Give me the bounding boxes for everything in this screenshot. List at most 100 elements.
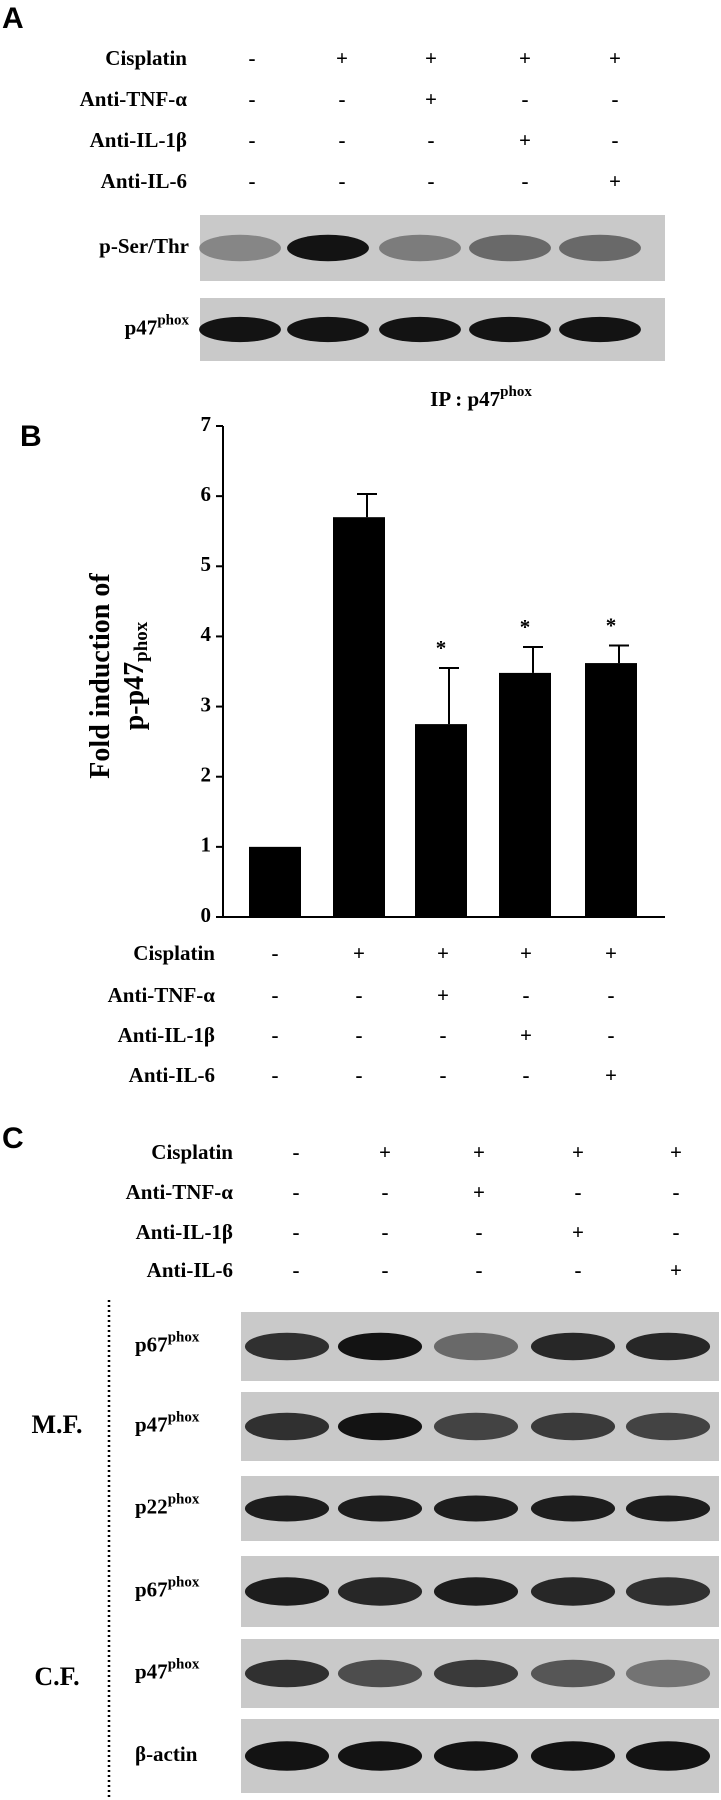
y-tick-label: 4 bbox=[201, 622, 212, 646]
condition-sign: - bbox=[293, 1180, 300, 1204]
condition-label: Anti-TNF-α bbox=[80, 87, 188, 111]
condition-sign: + bbox=[353, 941, 365, 965]
condition-label: Cisplatin bbox=[133, 941, 215, 965]
blot-band bbox=[244, 1412, 330, 1441]
condition-sign: - bbox=[249, 87, 256, 111]
condition-sign: - bbox=[293, 1220, 300, 1244]
condition-sign: - bbox=[272, 1063, 279, 1087]
condition-sign: + bbox=[520, 941, 532, 965]
blot-label: p47phox bbox=[135, 1410, 200, 1436]
panel-label: C bbox=[2, 1122, 24, 1155]
blot-band bbox=[433, 1495, 519, 1522]
blot-label: p67phox bbox=[135, 1575, 200, 1601]
condition-sign: - bbox=[428, 169, 435, 193]
blot-label-main: p67 bbox=[135, 1577, 168, 1601]
blot-label: p-Ser/Thr bbox=[99, 234, 189, 258]
condition-sign: - bbox=[440, 1063, 447, 1087]
blot-label-sup: phox bbox=[168, 1492, 200, 1508]
blot-band bbox=[625, 1659, 711, 1688]
condition-sign: - bbox=[339, 87, 346, 111]
condition-sign: + bbox=[437, 983, 449, 1007]
condition-sign: + bbox=[379, 1140, 391, 1164]
blot-label-sup: phox bbox=[168, 1575, 200, 1591]
condition-sign: - bbox=[382, 1180, 389, 1204]
bar bbox=[585, 663, 637, 917]
blot-band bbox=[530, 1412, 616, 1441]
significance-mark: * bbox=[436, 636, 447, 660]
condition-sign: + bbox=[519, 46, 531, 70]
error-bar bbox=[357, 493, 377, 518]
condition-sign: + bbox=[670, 1258, 682, 1282]
condition-sign: + bbox=[572, 1220, 584, 1244]
condition-sign: + bbox=[473, 1180, 485, 1204]
blot bbox=[241, 1392, 719, 1461]
blot bbox=[199, 298, 665, 361]
blot-band bbox=[244, 1659, 330, 1688]
condition-sign: - bbox=[356, 1023, 363, 1047]
condition-sign: - bbox=[522, 169, 529, 193]
y-tick-label: 1 bbox=[201, 833, 212, 857]
condition-sign: - bbox=[249, 169, 256, 193]
ip-label-sup: phox bbox=[500, 384, 532, 400]
y-tick-label: 7 bbox=[201, 412, 212, 436]
condition-sign: - bbox=[249, 46, 256, 70]
condition-sign: + bbox=[336, 46, 348, 70]
blot-band bbox=[199, 234, 281, 262]
blot-band bbox=[559, 316, 641, 343]
blot-label-main: p67 bbox=[135, 1332, 168, 1356]
blot-band bbox=[433, 1412, 519, 1441]
blot-band bbox=[337, 1332, 423, 1361]
blot-band bbox=[469, 234, 551, 262]
condition-sign: - bbox=[673, 1180, 680, 1204]
condition-sign: + bbox=[519, 128, 531, 152]
condition-sign: + bbox=[609, 169, 621, 193]
condition-sign: - bbox=[339, 128, 346, 152]
blot-band bbox=[337, 1412, 423, 1441]
condition-sign: - bbox=[575, 1180, 582, 1204]
y-tick-label: 5 bbox=[201, 552, 212, 576]
blot-band bbox=[559, 234, 641, 262]
condition-sign: - bbox=[522, 87, 529, 111]
condition-sign: - bbox=[523, 1063, 530, 1087]
blot-label-main: p47 bbox=[135, 1659, 168, 1683]
condition-sign: - bbox=[382, 1258, 389, 1282]
blot-band bbox=[530, 1577, 616, 1606]
blot-label: p47phox bbox=[125, 313, 190, 339]
blot-label-sup: phox bbox=[168, 1330, 200, 1346]
blot-band bbox=[379, 316, 461, 343]
error-bar bbox=[439, 666, 459, 725]
y-tick-label: 6 bbox=[201, 482, 212, 506]
bar bbox=[249, 846, 301, 917]
condition-label: Anti-IL-1β bbox=[90, 128, 187, 152]
condition-sign: + bbox=[572, 1140, 584, 1164]
condition-sign: + bbox=[425, 46, 437, 70]
panel-label: A bbox=[2, 2, 24, 35]
condition-label: Anti-IL-6 bbox=[101, 169, 187, 193]
condition-sign: - bbox=[612, 128, 619, 152]
condition-sign: - bbox=[249, 128, 256, 152]
y-tick-label: 3 bbox=[201, 692, 212, 716]
blot-label: β-actin bbox=[135, 1742, 198, 1766]
blot-band bbox=[244, 1577, 330, 1606]
blot-band bbox=[433, 1741, 519, 1771]
blot-band bbox=[244, 1495, 330, 1522]
condition-sign: - bbox=[356, 983, 363, 1007]
condition-sign: - bbox=[476, 1220, 483, 1244]
ip-label-main: IP : p47 bbox=[430, 387, 500, 411]
bar bbox=[333, 517, 385, 917]
condition-sign: + bbox=[670, 1140, 682, 1164]
ip-label: IP : p47phox bbox=[430, 384, 532, 410]
condition-label: Anti-IL-6 bbox=[129, 1063, 215, 1087]
condition-sign: - bbox=[575, 1258, 582, 1282]
condition-sign: - bbox=[608, 1023, 615, 1047]
blot-band bbox=[287, 316, 369, 343]
condition-sign: - bbox=[293, 1258, 300, 1282]
blot bbox=[241, 1639, 719, 1708]
blot-band bbox=[244, 1332, 330, 1361]
group-label: C.F. bbox=[34, 1662, 79, 1691]
condition-sign: - bbox=[382, 1220, 389, 1244]
significance-mark: * bbox=[520, 615, 531, 639]
condition-sign: + bbox=[609, 46, 621, 70]
y-axis-label: p-p47phox bbox=[119, 621, 152, 730]
